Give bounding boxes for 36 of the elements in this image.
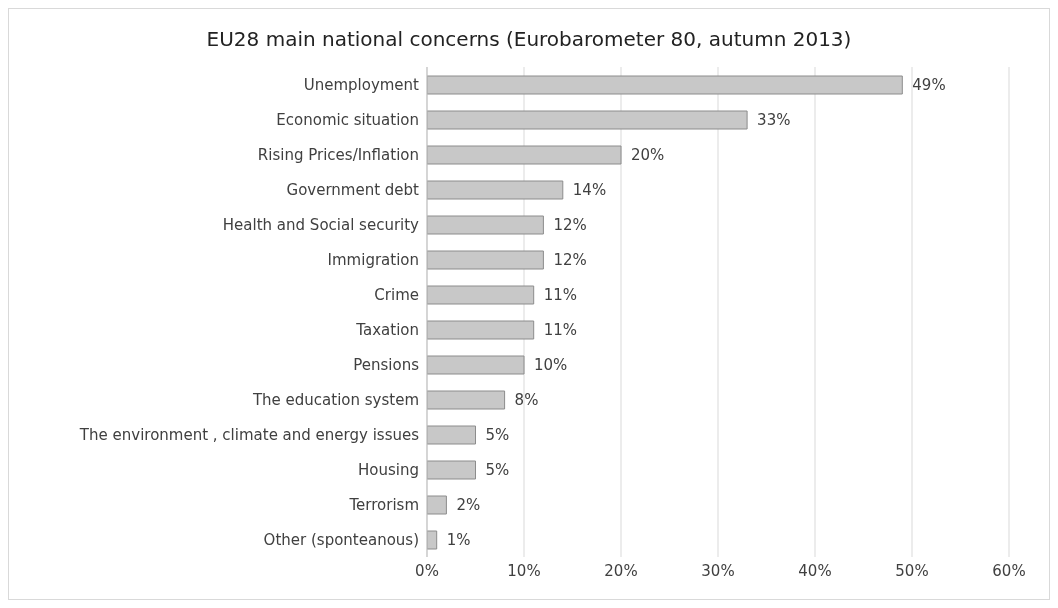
data-label: 33%	[757, 111, 791, 130]
chart-title: EU28 main national concerns (Eurobarometer 80, autumn 2013)	[205, 26, 853, 53]
data-label: 2%	[456, 496, 481, 515]
data-label: 5%	[485, 426, 510, 445]
y-tick-label: The education system	[251, 390, 419, 409]
x-tick-label: 60%	[992, 561, 1026, 580]
x-tick-label: 10%	[507, 561, 541, 580]
y-tick-label: Taxation	[355, 320, 419, 339]
y-tick-label: Economic situation	[276, 110, 419, 129]
y-tick-label: Crime	[374, 285, 419, 304]
y-tick-label: Pensions	[353, 355, 420, 374]
y-tick-label: Government debt	[286, 180, 420, 199]
y-tick-label: Terrorism	[348, 495, 419, 514]
x-tick-label: 30%	[701, 561, 735, 580]
data-label: 10%	[534, 356, 568, 375]
y-tick-label: Unemployment	[303, 75, 420, 94]
data-label: 5%	[485, 461, 510, 480]
data-label: 1%	[446, 531, 471, 550]
y-tick-label: Housing	[358, 460, 419, 479]
y-tick-label: Other (sponteanous)	[263, 530, 419, 549]
data-label: 49%	[912, 76, 946, 95]
data-label: 12%	[553, 251, 587, 270]
data-label: 8%	[514, 391, 539, 410]
x-tick-label: 0%	[415, 561, 439, 580]
data-label: 11%	[543, 286, 578, 305]
y-tick-label: Health and Social security	[222, 215, 420, 234]
y-tick-label: Immigration	[327, 250, 419, 269]
data-label: 12%	[553, 216, 587, 235]
x-tick-label: 20%	[604, 561, 638, 580]
data-label: 11%	[543, 321, 578, 340]
data-label: 20%	[631, 146, 665, 165]
x-tick-label: 50%	[895, 561, 929, 580]
x-tick-label: 40%	[798, 561, 832, 580]
y-tick-label: Rising Prices/Inflation	[257, 145, 419, 164]
data-label: 14%	[572, 181, 607, 200]
y-tick-label: The environment , climate and energy issues	[78, 425, 420, 444]
